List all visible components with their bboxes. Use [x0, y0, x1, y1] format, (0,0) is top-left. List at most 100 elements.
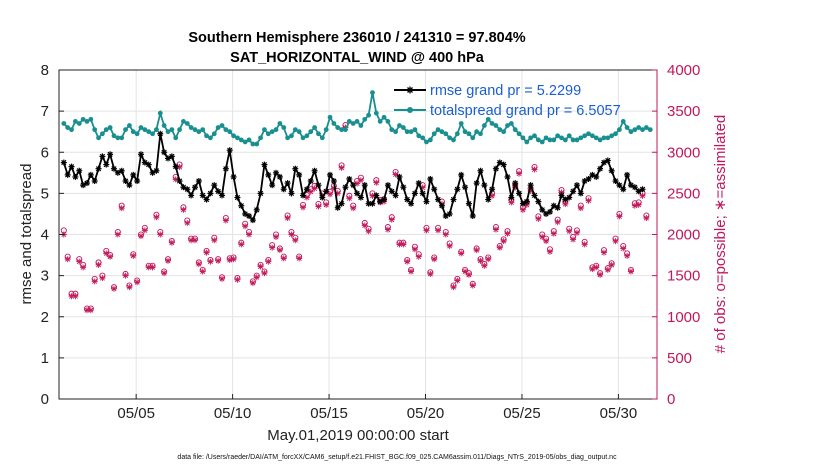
obs-assimilated-point — [573, 229, 580, 236]
obs-assimilated-point — [631, 202, 638, 209]
rmse-point — [369, 200, 376, 207]
obs-assimilated-point — [191, 237, 198, 244]
obs-assimilated-point — [157, 231, 164, 238]
rmse-point — [176, 178, 183, 185]
rmse-point — [246, 212, 253, 219]
obs-assimilated-point — [481, 262, 488, 269]
rmse-point — [238, 202, 245, 209]
totalspread-point — [96, 135, 101, 141]
rmse-point — [469, 212, 476, 219]
totalspread-point — [381, 114, 387, 120]
rmse-point — [554, 204, 561, 211]
obs-assimilated-point — [531, 166, 538, 173]
totalspread-point — [466, 131, 472, 137]
totalspread-point — [377, 119, 383, 124]
rmse-point — [539, 206, 546, 213]
totalspread-point — [323, 127, 329, 133]
rmse-point — [404, 196, 411, 203]
rmse-point — [639, 186, 646, 193]
rmse-point — [211, 182, 218, 189]
obs-assimilated-point — [149, 264, 156, 271]
y-tick-label-left: 7 — [41, 103, 49, 120]
obs-assimilated-point — [427, 270, 434, 277]
obs-assimilated-point — [168, 239, 175, 246]
obs-assimilated-point — [593, 264, 600, 271]
obs-assimilated-point — [122, 272, 129, 279]
totalspread-point — [262, 127, 267, 133]
rmse-point — [269, 182, 276, 189]
rmse-point — [612, 178, 619, 185]
obs-assimilated-point — [188, 237, 195, 244]
rmse-point — [458, 171, 465, 178]
rmse-point — [608, 167, 615, 174]
totalspread-point — [146, 129, 152, 135]
obs-assimilated-point — [492, 226, 499, 233]
totalspread-point — [154, 127, 159, 133]
rmse-point — [342, 184, 349, 191]
totalspread-point — [211, 131, 217, 137]
totalspread-point — [319, 135, 325, 141]
obs-assimilated-point — [346, 195, 353, 202]
legend-spread-marker — [407, 107, 413, 113]
rmse-point — [234, 194, 241, 201]
rmse-point — [523, 198, 530, 205]
legend-spread-label: totalspread grand pr = 6.5057 — [430, 103, 621, 119]
obs-assimilated-point — [315, 203, 322, 210]
rmse-point — [427, 175, 434, 182]
y-axis-label-left: rmse and totalspread — [18, 164, 35, 305]
obs-assimilated-point — [249, 280, 256, 287]
rmse-point — [195, 178, 202, 185]
totalspread-point — [505, 123, 510, 128]
rmse-point — [338, 200, 345, 207]
rmse-point — [527, 182, 534, 189]
rmse-point — [118, 167, 125, 174]
rmse-point — [516, 190, 523, 197]
y-tick-label-left: 3 — [41, 268, 49, 285]
obs-assimilated-point — [404, 258, 411, 265]
totalspread-point — [470, 135, 476, 141]
totalspread-point — [181, 119, 186, 124]
totalspread-point — [80, 116, 86, 122]
totalspread-point — [246, 137, 252, 143]
totalspread-point — [408, 129, 414, 135]
obs-assimilated-point — [242, 223, 249, 230]
totalspread-point — [277, 121, 283, 126]
totalspread-point — [620, 119, 626, 124]
rmse-point — [423, 198, 430, 205]
rmse-point — [392, 192, 399, 199]
rmse-point — [323, 188, 330, 195]
rmse-point — [191, 184, 198, 191]
totalspread-point — [265, 131, 271, 137]
rmse-point — [492, 165, 499, 172]
rmse-point — [83, 180, 90, 187]
rmse-point — [573, 182, 580, 189]
obs-assimilated-point — [269, 244, 276, 251]
totalspread-point — [150, 131, 155, 137]
y-tick-label-right: 1500 — [667, 268, 700, 285]
rmse-point — [107, 151, 114, 158]
obs-assimilated-point — [207, 258, 214, 265]
rmse-point — [130, 171, 137, 178]
totalspread-point — [424, 139, 429, 145]
obs-assimilated-point — [238, 241, 245, 248]
totalspread-point — [316, 131, 321, 137]
y-tick-label-left: 6 — [41, 144, 49, 161]
totalspread-point — [254, 141, 260, 147]
totalspread-point — [173, 135, 179, 141]
obs-assimilated-point — [273, 233, 280, 240]
totalspread-point — [100, 131, 105, 137]
obs-assimilated-point — [134, 279, 141, 286]
totalspread-point — [370, 90, 375, 96]
totalspread-point — [227, 129, 233, 135]
obs-assimilated-point — [415, 253, 422, 260]
obs-assimilated-point — [110, 285, 117, 292]
obs-assimilated-point — [118, 205, 125, 212]
obs-assimilated-point — [435, 227, 442, 234]
obs-assimilated-point — [350, 205, 357, 212]
rmse-point — [226, 147, 233, 154]
rmse-point — [531, 192, 538, 199]
obs-assimilated-point — [72, 293, 79, 300]
rmse-point — [566, 194, 573, 201]
rmse-point — [87, 171, 94, 178]
totalspread-point — [532, 133, 537, 139]
